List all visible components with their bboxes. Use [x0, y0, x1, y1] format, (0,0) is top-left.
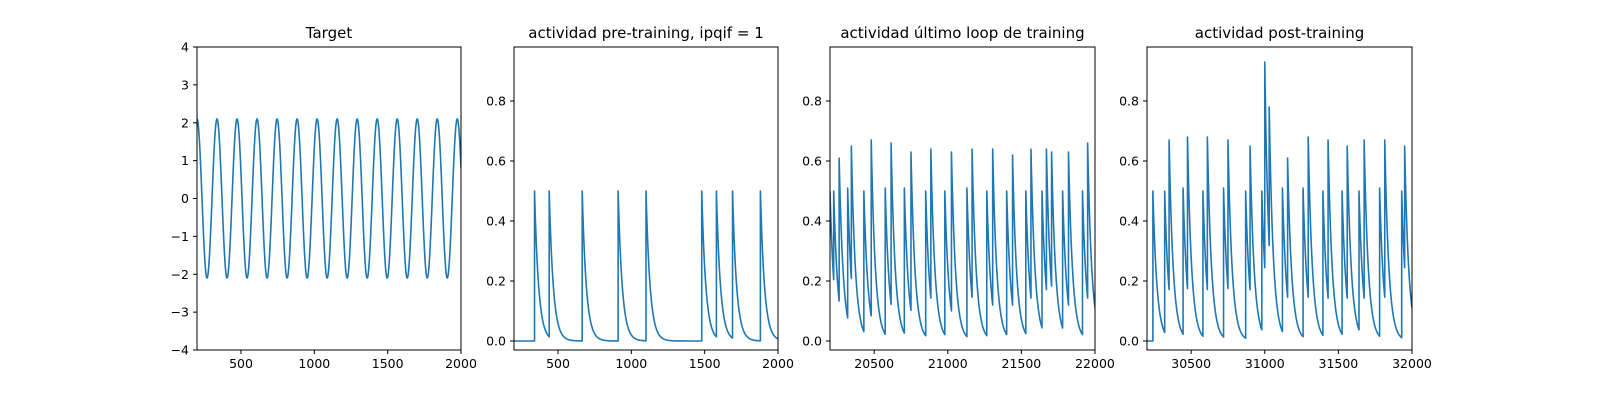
panel-title: Target [305, 24, 353, 42]
x-tick-label: 1500 [689, 356, 721, 371]
panel-title: actividad último loop de training [840, 24, 1084, 42]
y-tick-label: 0.6 [802, 154, 822, 169]
x-tick-label: 31500 [1319, 356, 1359, 371]
y-tick-label: 0.8 [802, 94, 822, 109]
x-tick-label: 21000 [928, 356, 968, 371]
x-tick-label: 30500 [1171, 356, 1211, 371]
x-tick-label: 500 [546, 356, 570, 371]
y-tick-label: 0.4 [486, 214, 506, 229]
y-tick-label: 0.2 [486, 274, 506, 289]
y-tick-label: 0 [181, 191, 189, 206]
y-tick-label: 0.8 [486, 94, 506, 109]
y-tick-label: 0.0 [486, 334, 506, 349]
x-tick-label: 1000 [615, 356, 647, 371]
axes-frame [196, 46, 462, 351]
chart-panel-2: actividad pre-training, ipqif = 1 500 1000… [486, 24, 794, 371]
series-line-1 [1147, 61, 1412, 342]
y-tick-label: −1 [171, 229, 189, 244]
y-tick-label: 0.2 [802, 274, 822, 289]
x-tick-label: 31000 [1245, 356, 1285, 371]
series-line-1 [514, 190, 778, 342]
y-tick-label: 0.4 [1119, 214, 1139, 229]
x-tick-label: 2000 [445, 356, 477, 371]
series-line-1 [197, 118, 461, 279]
series-line-1 [830, 139, 1095, 338]
axes-frame [829, 46, 1096, 351]
x-tick-label: 32000 [1392, 356, 1432, 371]
y-tick-label: 0.6 [486, 154, 506, 169]
y-tick-label: 2 [181, 115, 189, 130]
y-tick-label: 0.0 [1119, 334, 1139, 349]
x-tick-label: 1500 [372, 356, 404, 371]
axes-frame [513, 46, 779, 351]
x-tick-label: 2000 [762, 356, 794, 371]
y-tick-label: 0.8 [1119, 94, 1139, 109]
chart-panel-1: Target 500 1000 1500 2000 −4 −3 −2 −1 0 1 2 3 4 [171, 24, 477, 371]
y-tick-label: 0.0 [802, 334, 822, 349]
y-tick-label: 1 [181, 153, 189, 168]
panel-title: actividad post-training [1195, 24, 1364, 42]
y-tick-label: 3 [181, 77, 189, 92]
x-tick-label: 22000 [1075, 356, 1115, 371]
chart-panel-4: actividad post-training 30500 31000 31500 32… [1119, 24, 1432, 371]
chart-panels: Target 500 1000 1500 2000 −4 −3 −2 −1 0 1 2 3 4 activi… [171, 24, 1432, 371]
y-tick-label: 0.4 [802, 214, 822, 229]
panel-title: actividad pre-training, ipqif = 1 [528, 24, 764, 42]
y-tick-label: −3 [171, 305, 189, 320]
chart-panel-3: actividad último loop de training 20500 21… [802, 24, 1115, 371]
x-tick-label: 1000 [298, 356, 330, 371]
y-tick-label: 0.2 [1119, 274, 1139, 289]
x-tick-label: 500 [229, 356, 253, 371]
axes-frame [1146, 46, 1413, 351]
y-tick-label: −4 [171, 343, 189, 358]
x-tick-label: 21500 [1002, 356, 1042, 371]
x-tick-label: 20500 [854, 356, 894, 371]
y-tick-label: 4 [181, 40, 189, 55]
y-tick-label: −2 [171, 267, 189, 282]
y-tick-label: 0.6 [1119, 154, 1139, 169]
